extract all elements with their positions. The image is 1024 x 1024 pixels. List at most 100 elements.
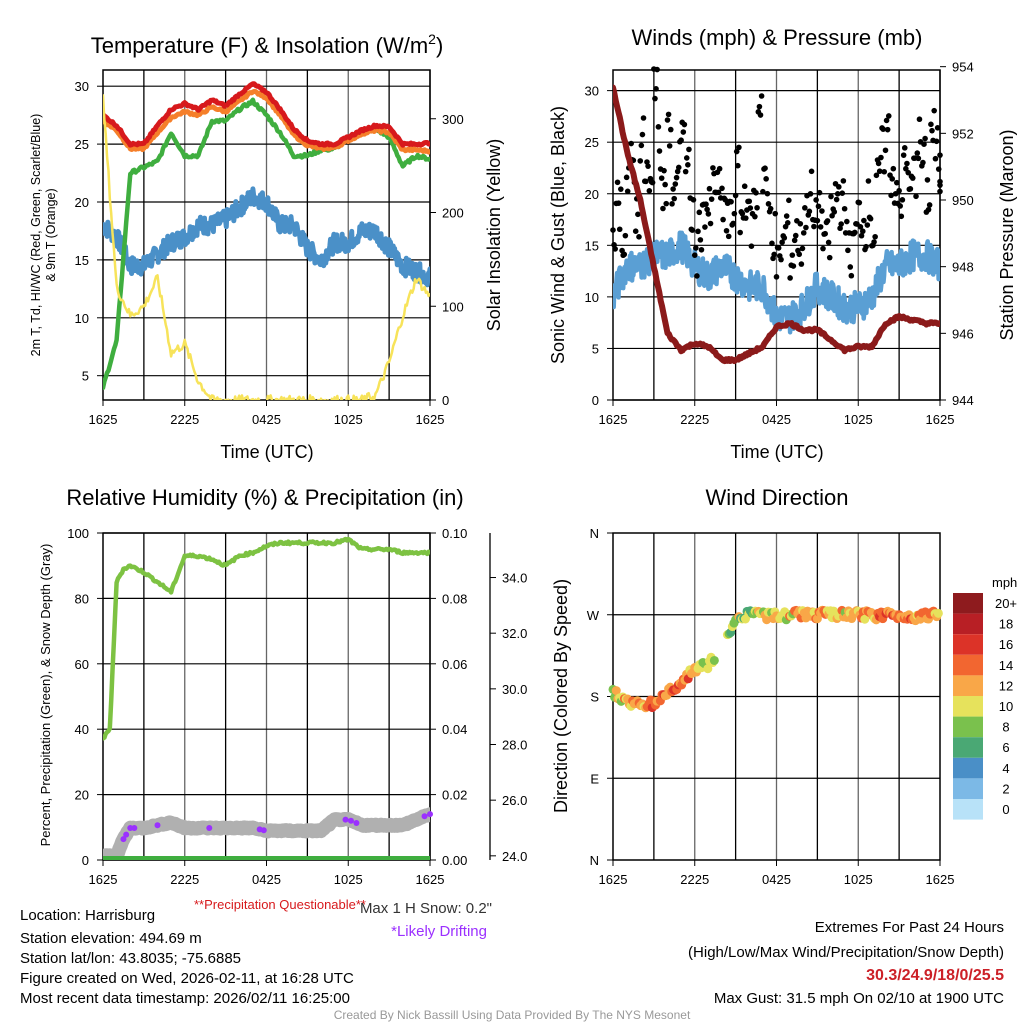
gust-point (643, 178, 649, 185)
precip-tick-label: 0.04 (442, 722, 467, 737)
gust-point (909, 175, 916, 181)
gust-point (800, 230, 807, 236)
y-tick-label: 30 (585, 84, 599, 99)
colorbar-swatch (953, 654, 983, 676)
gust-point (925, 206, 932, 213)
extremes-legend: (High/Low/Max Wind/Precipitation/Snow De… (688, 944, 1004, 961)
gust-point (736, 144, 742, 151)
y-tick-label: 5 (82, 369, 89, 384)
gust-point (806, 208, 813, 215)
gust-point (640, 115, 647, 121)
gust-point (741, 183, 748, 190)
gust-point (798, 261, 805, 267)
x-tick-label: 0425 (252, 872, 281, 887)
gust-point (783, 213, 790, 219)
gust-point (840, 178, 847, 184)
gust-point (904, 160, 910, 167)
gust-point (645, 163, 651, 169)
colorbar-swatch (953, 613, 983, 635)
latlon-text: Station lat/lon: 43.8035; -75.6885 (20, 950, 241, 967)
direction-point (709, 655, 719, 665)
gust-point (610, 227, 616, 233)
gust-point (932, 155, 939, 162)
temp-y2-label: Solar Insolation (Yellow) (484, 139, 504, 331)
gust-point (861, 217, 867, 224)
gust-point (703, 201, 709, 208)
y-tick-label: 0 (82, 853, 89, 868)
gust-point (831, 209, 838, 215)
gust-point (649, 179, 656, 186)
gust-point (901, 145, 908, 151)
gust-point (666, 143, 673, 149)
gust-point (715, 189, 722, 196)
gust-point (742, 215, 749, 221)
speed-colorbar: mph 20+ 18 16 14 12 10 8 6 4 2 0 (953, 575, 1017, 820)
gust-point (708, 196, 715, 202)
gust-point (937, 152, 943, 158)
gust-point (893, 179, 900, 186)
gust-point (739, 210, 746, 217)
x-tick-label: 1625 (89, 412, 118, 427)
gust-point (730, 220, 737, 227)
colorbar-label: 6 (1002, 740, 1009, 755)
temp-2m-line (103, 81, 430, 148)
drifting-marker (260, 827, 267, 834)
gust-point (888, 192, 894, 199)
gust-point (797, 220, 804, 227)
gust-point (784, 220, 791, 226)
gust-point (875, 160, 882, 167)
gust-point (905, 169, 912, 176)
gust-point (704, 206, 710, 213)
gust-point (748, 243, 755, 250)
y-tick-label: 100 (67, 526, 89, 541)
gust-point (889, 176, 896, 182)
gust-point (678, 137, 684, 144)
gust-point (767, 205, 774, 212)
gust-point (914, 150, 921, 156)
gust-point (710, 165, 716, 171)
gust-point (670, 186, 676, 192)
gust-point (756, 103, 763, 110)
gust-point (753, 189, 759, 196)
gust-point (733, 148, 740, 155)
y-tick-label: 15 (75, 253, 89, 268)
gust-point (624, 188, 631, 195)
gust-point (884, 126, 891, 133)
gust-point (937, 178, 943, 185)
drifting-marker (421, 813, 428, 820)
gust-point (706, 185, 713, 192)
gust-point (683, 155, 690, 161)
gust-point (671, 195, 678, 202)
gust-point (636, 234, 642, 240)
x-tick-label: 1625 (416, 412, 445, 427)
drifting-marker (123, 831, 130, 838)
y-tick-label: 25 (585, 135, 599, 150)
snow-tick-label: 30.0 (502, 682, 527, 697)
y-tick-label: 40 (75, 722, 89, 737)
y-tick-label: W (587, 608, 600, 623)
gust-point (720, 216, 726, 223)
precip-tick-label: 0.10 (442, 526, 467, 541)
colorbar-swatch (953, 757, 983, 779)
recent-data-text: Most recent data timestamp: 2026/02/11 1… (20, 990, 350, 1007)
x-tick-label: 1025 (844, 872, 873, 887)
gust-point (702, 224, 708, 230)
gust-point (847, 264, 854, 270)
y-tick-label: S (590, 690, 599, 705)
gust-point (773, 274, 780, 280)
gust-point (614, 179, 621, 186)
gust-point (786, 197, 792, 204)
gust-point (732, 192, 739, 199)
gust-point (816, 189, 823, 196)
colorbar-label: 18 (999, 617, 1013, 632)
gust-point (876, 168, 883, 175)
colorbar-label: 2 (1002, 781, 1009, 796)
y-tick-label: 10 (585, 290, 599, 305)
gust-point (682, 168, 689, 175)
colorbar-label: 16 (999, 637, 1013, 652)
precip-tick-label: 0.00 (442, 853, 467, 868)
precip-tick-label: 0.06 (442, 657, 467, 672)
x-tick-label: 1025 (334, 872, 363, 887)
elevation-text: Station elevation: 494.69 m (20, 930, 202, 947)
gust-point (719, 185, 725, 192)
